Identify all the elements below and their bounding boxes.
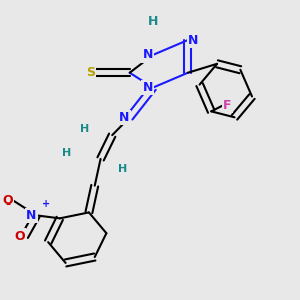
- Text: N: N: [142, 48, 153, 62]
- Text: O: O: [14, 230, 25, 243]
- Text: H: H: [80, 124, 89, 134]
- Text: H: H: [148, 15, 158, 28]
- Text: H: H: [148, 15, 158, 28]
- Text: N: N: [188, 34, 198, 46]
- Text: +: +: [42, 200, 50, 209]
- Text: O: O: [3, 194, 13, 207]
- Text: -: -: [5, 198, 10, 211]
- Text: H: H: [62, 148, 71, 158]
- Text: S: S: [86, 66, 95, 79]
- Text: N: N: [119, 111, 130, 124]
- Text: F: F: [223, 99, 231, 112]
- Text: N: N: [142, 81, 153, 94]
- Text: N: N: [26, 209, 37, 222]
- Text: H: H: [118, 164, 127, 174]
